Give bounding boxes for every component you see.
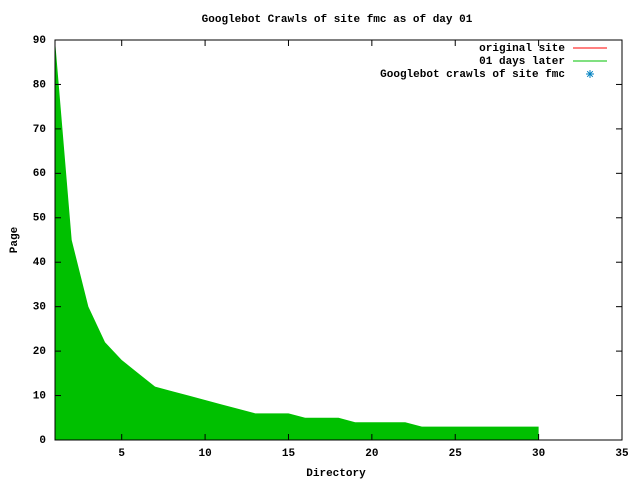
x-tick-label: 25 — [449, 448, 463, 460]
legend-label: original site — [479, 43, 565, 55]
y-tick-label: 90 — [33, 35, 46, 47]
y-tick-label: 30 — [33, 302, 46, 314]
y-tick-label: 80 — [33, 79, 46, 91]
y-tick-label: 10 — [33, 390, 46, 402]
y-tick-label: 0 — [39, 435, 46, 447]
legend-swatch — [586, 70, 594, 78]
x-axis-label: Directory — [306, 468, 366, 480]
legend-label: Googlebot crawls of site fmc — [380, 69, 565, 81]
area — [55, 40, 539, 440]
y-tick-label: 70 — [33, 124, 46, 136]
legend-label: 01 days later — [479, 56, 565, 68]
x-tick-label: 10 — [198, 448, 211, 460]
y-tick-label: 40 — [33, 257, 46, 269]
x-tick-label: 35 — [615, 448, 629, 460]
x-tick-label: 30 — [532, 448, 545, 460]
chart-title: Googlebot Crawls of site fmc as of day 0… — [202, 14, 473, 26]
y-tick-label: 60 — [33, 168, 46, 180]
plot-border — [54, 39, 623, 441]
y-tick-label: 20 — [33, 346, 46, 358]
y-axis-label: Page — [9, 226, 21, 253]
x-tick-label: 5 — [118, 448, 125, 460]
x-tick-label: 15 — [282, 448, 296, 460]
y-tick-label: 50 — [33, 213, 46, 225]
x-tick-label: 20 — [365, 448, 378, 460]
